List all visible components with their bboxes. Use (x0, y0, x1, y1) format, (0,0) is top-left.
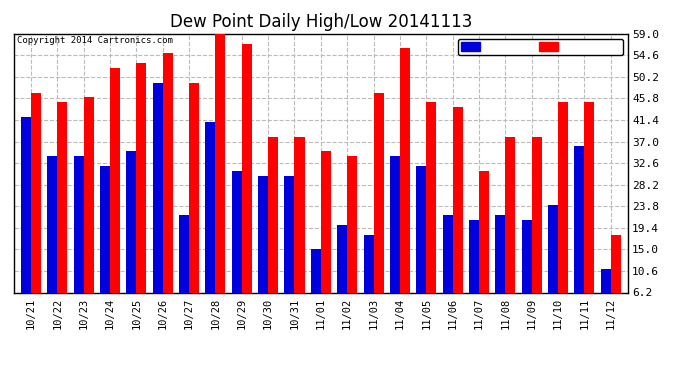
Bar (453, 107, 463, 292)
Bar (152, 83, 163, 292)
Bar (400, 48, 410, 292)
Title: Dew Point Daily High/Low 20141113: Dew Point Daily High/Low 20141113 (170, 13, 472, 31)
Bar (522, 220, 532, 292)
Bar (21, 117, 31, 292)
Bar (442, 215, 453, 292)
Bar (295, 136, 304, 292)
Bar (416, 166, 426, 292)
Bar (137, 63, 146, 292)
Bar (347, 156, 357, 292)
Bar (215, 34, 226, 292)
Bar (74, 156, 83, 292)
Bar (268, 136, 278, 292)
Bar (337, 225, 347, 292)
Bar (310, 249, 321, 292)
Bar (126, 152, 137, 292)
Bar (532, 136, 542, 292)
Bar (495, 215, 505, 292)
Bar (232, 171, 241, 292)
Bar (479, 171, 489, 292)
Bar (584, 102, 594, 292)
Bar (206, 122, 215, 292)
Bar (601, 269, 611, 292)
Legend: Low  (°F), High  (°F): Low (°F), High (°F) (458, 39, 623, 55)
Bar (100, 166, 110, 292)
Bar (364, 235, 373, 292)
Bar (390, 156, 400, 292)
Bar (426, 102, 436, 292)
Bar (179, 215, 189, 292)
Bar (611, 235, 621, 292)
Bar (241, 44, 252, 292)
Bar (505, 136, 515, 292)
Bar (284, 176, 295, 292)
Bar (57, 102, 68, 292)
Bar (189, 83, 199, 292)
Bar (469, 220, 479, 292)
Bar (258, 176, 268, 292)
Bar (373, 93, 384, 292)
Bar (548, 205, 558, 292)
Bar (574, 147, 584, 292)
Bar (163, 53, 172, 292)
Bar (110, 68, 120, 292)
Text: Copyright 2014 Cartronics.com: Copyright 2014 Cartronics.com (17, 36, 172, 45)
Bar (558, 102, 568, 292)
Bar (31, 93, 41, 292)
Bar (321, 152, 331, 292)
Bar (83, 98, 94, 292)
Bar (48, 156, 57, 292)
